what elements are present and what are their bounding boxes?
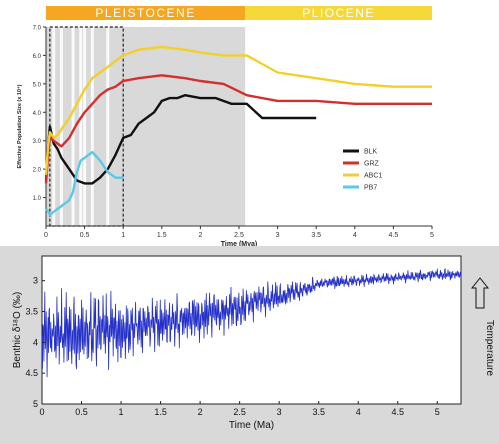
legend-label-abc1: ABC1 [364,173,382,180]
legend-label-grz: GRZ [364,161,380,168]
y-tick-label: 3.0 [33,139,42,145]
y-tick-label: 1.0 [33,196,42,202]
x-tick-label: 1.5 [154,407,167,417]
x-tick-label: 3.5 [311,232,321,239]
glacial-stripe-6 [106,27,110,226]
x-tick-label: 0 [44,232,48,239]
x-tick-label: 3 [277,407,282,417]
epoch-label-pleistocene: PLEISTOCENE [95,6,195,20]
x-tick-label: 0.5 [75,407,88,417]
series-line-pb7 [45,150,124,216]
x-tick-label: 4 [356,407,361,417]
x-tick-label: 1 [121,232,125,239]
x-tick-label: 5 [435,407,440,417]
epoch-band-pliocene [245,6,432,20]
series-line-abc1 [44,45,432,175]
glacial-stripe-5 [90,27,94,226]
x-tick-label: 4.5 [391,407,404,417]
glacial-stripe-0 [52,27,56,226]
glacial-stripe-3 [79,27,83,226]
x-tick-label: 2.5 [233,407,246,417]
y-tick-label: 3.5 [25,307,38,317]
x-tick-label: 4.5 [389,232,399,239]
y-axis-title: Effective Population Size (x 10⁴) [17,84,23,168]
y-axis-title: Benthic δ¹⁸O (‰) [12,292,23,368]
y-tick-label: 3 [33,276,38,286]
glacial-stripe-2 [71,27,75,226]
legend-label-pb7: PB7 [364,185,377,192]
temperature-label: Temperature [484,320,495,377]
x-tick-label: 4 [353,232,357,239]
series-line-grz [44,74,432,184]
glacial-stripe-1 [59,27,63,226]
legend-label-blk: BLK [364,149,378,156]
x-axis-title: Time (Ma) [229,420,274,431]
x-tick-label: 0 [39,407,44,417]
x-tick-label: 3 [276,232,280,239]
benthic-o18-series-line [41,267,462,378]
x-tick-label: 2 [198,232,202,239]
x-tick-label: 2.5 [234,232,244,239]
y-tick-label: 4.5 [25,368,38,378]
series-line-blk [44,93,317,185]
y-tick-label: 5.0 [33,82,42,88]
y-tick-label: 2.0 [33,168,42,174]
x-tick-label: 1 [119,407,124,417]
x-tick-label: 2 [198,407,203,417]
y-tick-label: 5 [33,399,38,409]
x-tick-label: 0.5 [80,232,90,239]
population-size-chart: PLEISTOCENE PLIOCENE 0 0.5 1 1.5 2 2.5 3 3.5 4 4.5 5… [17,6,434,246]
epoch-band-pleistocene [46,6,246,20]
y-tick-label: 4 [33,337,38,347]
y-tick-label: 6.0 [33,54,42,60]
glacial-stripe-4 [83,27,87,226]
temperature-arrow-icon [470,277,490,309]
x-tick-label: 1.5 [157,232,167,239]
y-tick-label: 7.0 [33,26,42,32]
x-tick-label: 3.5 [312,407,325,417]
epoch-label-pliocene: PLIOCENE [302,6,375,20]
x-tick-label: 5 [430,232,434,239]
pleistocene-shaded-region [46,27,246,226]
x-axis-title: Time (Mya) [221,241,257,246]
y-tick-label: 4.0 [33,111,42,117]
benthic-o18-chart: 0 0.5 1 1.5 2 2.5 3 3.5 4 4.5 5 3 3.5 4 4.5 5 Time (Ma) B… [12,255,495,431]
